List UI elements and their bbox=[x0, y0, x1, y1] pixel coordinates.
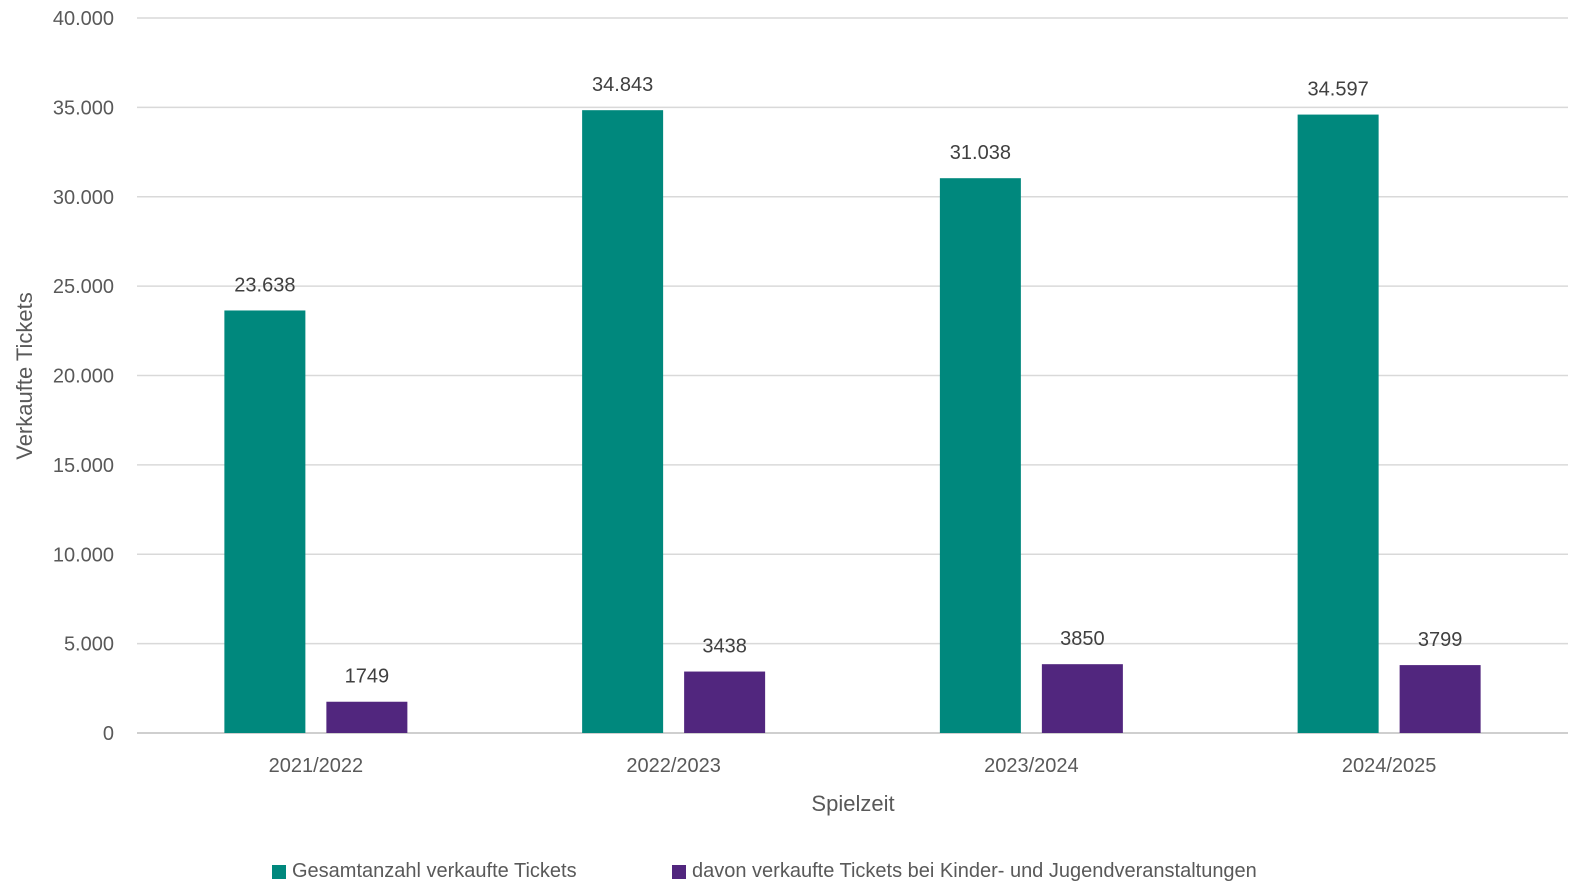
y-tick-label: 30.000 bbox=[53, 187, 114, 209]
y-tick-label: 20.000 bbox=[53, 366, 114, 388]
y-tick-label: 5.000 bbox=[64, 634, 114, 656]
bar-total bbox=[224, 310, 306, 733]
data-label: 31.038 bbox=[950, 142, 1011, 164]
y-tick-label: 0 bbox=[103, 723, 114, 745]
legend-label-total: Gesamtanzahl verkaufte Tickets bbox=[292, 860, 577, 882]
gridlines bbox=[137, 17, 1568, 734]
legend-item-total: Gesamtanzahl verkaufte Tickets bbox=[272, 860, 577, 883]
bar-youth bbox=[1041, 664, 1123, 733]
data-label: 3799 bbox=[1418, 629, 1463, 651]
data-label: 34.843 bbox=[592, 74, 653, 96]
y-tick-label: 35.000 bbox=[53, 97, 114, 119]
y-axis-tick-labels: 0 5.000 10.000 15.000 20.000 25.000 30.000 35.0… bbox=[53, 8, 114, 745]
y-tick-label: 25.000 bbox=[53, 276, 114, 298]
data-label: 3438 bbox=[702, 636, 747, 658]
y-tick-label: 10.000 bbox=[53, 544, 114, 566]
bar-total bbox=[939, 178, 1021, 734]
bars bbox=[224, 110, 1481, 734]
y-tick-label: 40.000 bbox=[53, 8, 114, 30]
x-tick-label: 2022/2023 bbox=[626, 755, 721, 777]
x-tick-label: 2024/2025 bbox=[1342, 755, 1437, 777]
x-axis-title: Spielzeit bbox=[811, 791, 894, 816]
bar-youth bbox=[1399, 665, 1481, 733]
x-tick-label: 2021/2022 bbox=[269, 755, 364, 777]
bar-total bbox=[582, 110, 664, 733]
x-axis-tick-labels: 2021/2022 2022/2023 2023/2024 2024/2025 bbox=[269, 755, 1437, 777]
bar-total bbox=[1297, 114, 1379, 734]
legend-label-youth: davon verkaufte Tickets bei Kinder- und … bbox=[692, 860, 1257, 882]
legend: Gesamtanzahl verkaufte Tickets davon ver… bbox=[0, 858, 1573, 888]
y-axis-title: Verkaufte Tickets bbox=[12, 292, 37, 460]
y-tick-label: 15.000 bbox=[53, 455, 114, 477]
data-label: 34.597 bbox=[1308, 79, 1369, 101]
data-label: 23.638 bbox=[234, 274, 295, 296]
legend-swatch-total bbox=[272, 864, 286, 879]
data-label: 1749 bbox=[345, 666, 390, 688]
x-tick-label: 2023/2024 bbox=[984, 755, 1079, 777]
bar-youth bbox=[684, 671, 766, 733]
bar-youth bbox=[326, 701, 408, 733]
data-labels: 23.638 1749 34.843 3438 31.038 3850 34.597 3799 bbox=[234, 74, 1462, 688]
data-label: 3850 bbox=[1060, 628, 1105, 650]
legend-item-youth: davon verkaufte Tickets bei Kinder- und … bbox=[672, 860, 1257, 883]
legend-swatch-youth bbox=[672, 864, 686, 879]
